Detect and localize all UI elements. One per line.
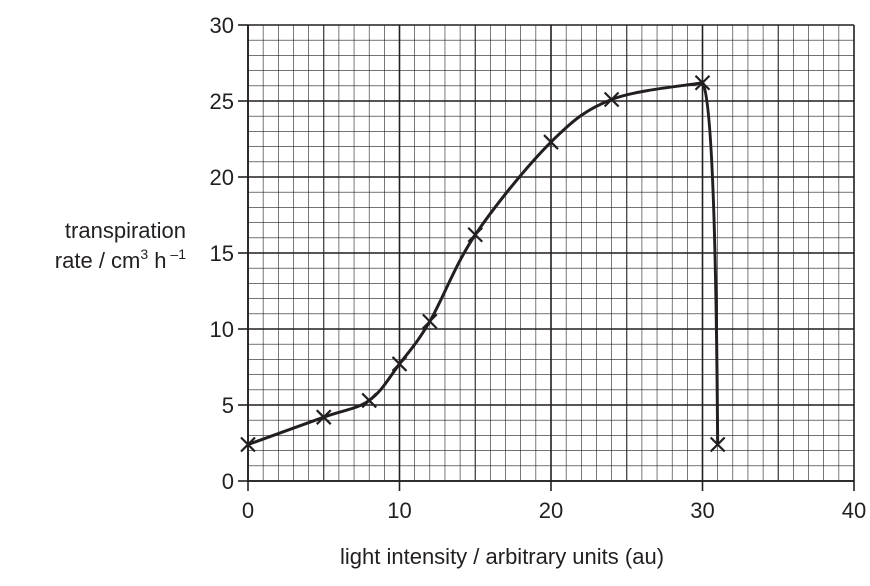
x-tick-label: 10 [387, 498, 411, 523]
y-tick-label: 0 [222, 469, 234, 494]
y-axis-label-rate: rate / cm [54, 248, 141, 273]
y-tick-label: 5 [222, 393, 234, 418]
x-axis-label: light intensity / arbitrary units (au) [340, 544, 665, 569]
x-tick-label: 20 [539, 498, 563, 523]
data-point-marker [240, 436, 256, 453]
y-tick-label: 10 [210, 317, 234, 342]
x-tick-label: 40 [842, 498, 866, 523]
y-axis-label: transpiration rate / cm3 h –1 [8, 216, 186, 276]
series-line [247, 81, 720, 446]
data-point-marker [694, 74, 711, 91]
data-point-marker [603, 91, 620, 108]
x-tick-label: 0 [242, 498, 254, 523]
y-tick-label: 20 [210, 165, 234, 190]
y-axis-label-sup-3: 3 [140, 245, 149, 262]
y-axis-label-sup-minus1: –1 [166, 245, 186, 262]
x-tick-label: 30 [690, 498, 714, 523]
y-tick-label: 15 [210, 241, 234, 266]
data-point-marker [315, 409, 332, 425]
y-axis-label-line2: rate / cm3 h –1 [8, 246, 186, 276]
data-point-marker [543, 134, 559, 150]
y-tick-label: 30 [210, 13, 234, 38]
data-point-marker [422, 313, 438, 330]
data-point-marker [361, 392, 377, 409]
y-axis-label-line1: transpiration [64, 218, 186, 243]
data-point-marker [391, 356, 408, 372]
y-axis-label-hour: h [148, 248, 167, 273]
y-tick-label: 25 [210, 89, 234, 114]
data-point-marker [467, 226, 484, 243]
data-point-marker [709, 436, 726, 453]
